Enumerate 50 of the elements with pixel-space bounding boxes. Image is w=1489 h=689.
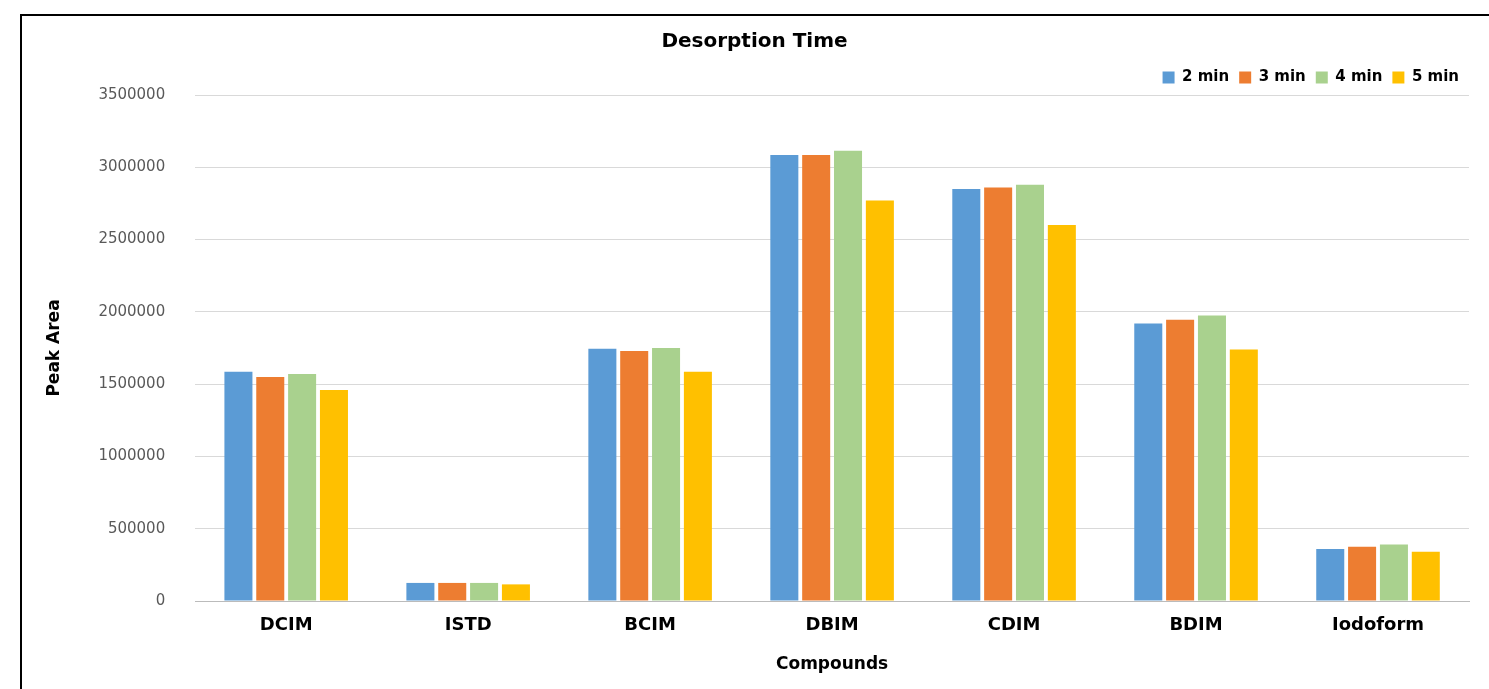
bar: [952, 188, 981, 601]
bar: [1166, 319, 1195, 601]
bar: [1134, 323, 1163, 601]
bar: [501, 584, 530, 601]
legend-label: 3 min: [1258, 67, 1306, 86]
chart-title: Desorption Time: [661, 28, 848, 53]
bar: [620, 350, 649, 601]
x-tick-label: DCIM: [259, 613, 313, 635]
bar: [1015, 184, 1045, 601]
bar: [834, 150, 863, 601]
x-tick-label: DBIM: [805, 613, 859, 635]
bar: [319, 389, 348, 601]
bar: [1379, 544, 1408, 601]
bar: [438, 582, 467, 601]
bar: [1229, 349, 1258, 601]
y-tick-label: 2500000: [98, 229, 166, 248]
bar: [1411, 551, 1440, 601]
bar: [802, 155, 831, 601]
bar: [288, 374, 317, 601]
x-tick-label: ISTD: [444, 613, 492, 635]
legend-label: 2 min: [1182, 67, 1230, 86]
y-tick-label: 1000000: [98, 446, 166, 465]
bar: [224, 371, 253, 601]
x-tick-label: BDIM: [1169, 613, 1223, 635]
y-tick-label: 2000000: [98, 301, 166, 320]
bar: [1047, 225, 1076, 601]
bar: [683, 371, 712, 601]
x-tick-label: Iodoform: [1331, 613, 1425, 635]
bar: [865, 200, 894, 601]
legend-label: 5 min: [1411, 67, 1459, 86]
bar: [1316, 548, 1345, 601]
y-tick-label: 500000: [107, 518, 166, 537]
bar: [588, 348, 617, 601]
x-tick-label: BCIM: [624, 613, 676, 635]
bar: [984, 187, 1013, 601]
bar: [652, 348, 681, 601]
bar: [1197, 315, 1226, 601]
y-tick-label: 1500000: [98, 374, 166, 393]
x-tick-label: CDIM: [987, 613, 1041, 635]
legend-label: 4 min: [1335, 67, 1383, 86]
bar: [256, 376, 285, 601]
bar: [770, 155, 799, 601]
y-axis-title: Peak Area: [42, 299, 63, 397]
x-axis-title: Compounds: [775, 653, 889, 674]
y-tick-label: 3000000: [98, 157, 166, 176]
y-tick-label: 0: [155, 590, 166, 609]
bar: [1348, 546, 1377, 601]
bar: [406, 582, 435, 601]
bar: [470, 582, 499, 601]
y-tick-label: 3500000: [98, 84, 166, 103]
